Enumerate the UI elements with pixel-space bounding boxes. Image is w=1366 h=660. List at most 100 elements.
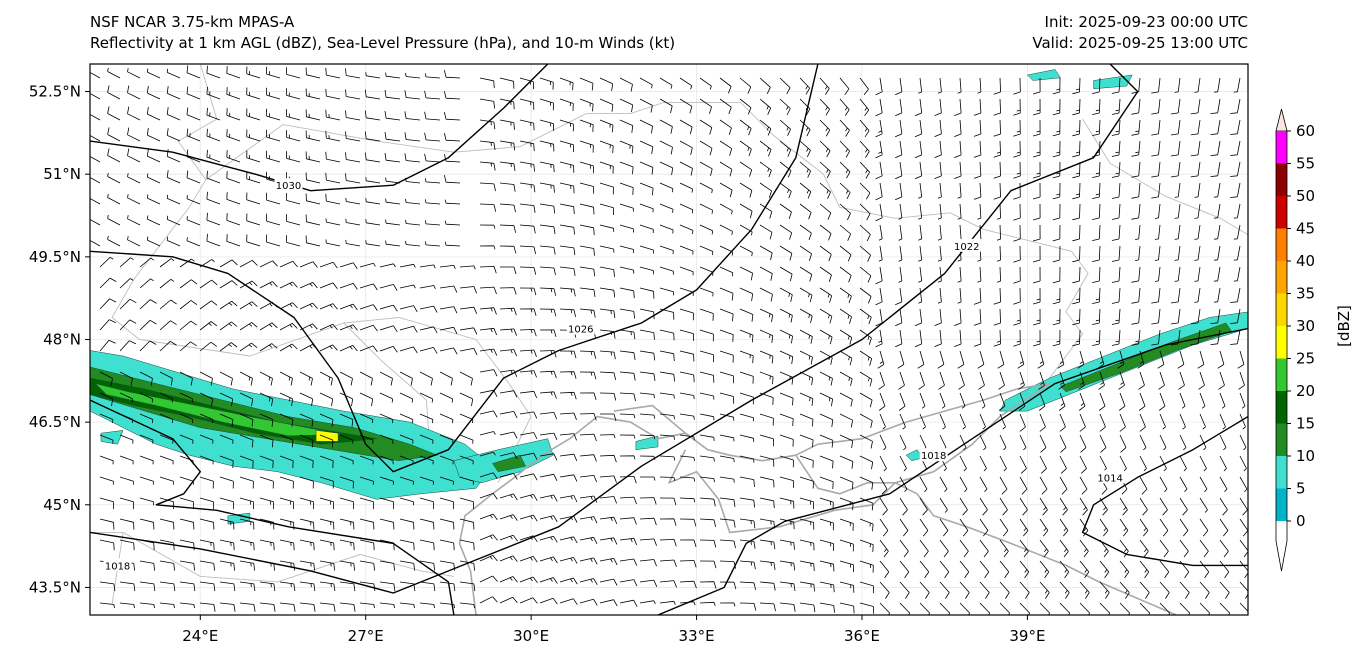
wind-barb [619,287,635,299]
wind-barb [957,182,962,199]
wind-barb [799,245,812,261]
wind-barb [679,287,694,296]
wind-barb [639,579,658,587]
wind-barb [639,245,654,254]
wind-barb [679,539,697,548]
wind-barb [319,282,338,289]
wind-barb [206,191,221,205]
wind-barb [206,86,221,100]
wind-barb [1039,434,1047,453]
wind-barb [579,161,594,174]
wind-barb [679,392,695,400]
wind-barb [859,140,870,158]
wind-barb [819,371,833,386]
wind-barb [659,518,677,526]
wind-barb [499,307,517,316]
wind-barb [419,326,438,334]
reflectivity-cell [100,430,124,445]
wind-barb [839,287,852,304]
wind-barb [459,306,478,315]
colorbar-tick-label: 35 [1296,285,1315,303]
wind-barb [459,518,475,530]
wind-barb [379,371,393,386]
wind-barb [639,538,657,546]
wind-barb [1131,182,1141,199]
wind-barb [799,161,812,178]
wind-barb [90,239,101,247]
model-title: NSF NCAR 3.75-km MPAS-A [90,13,295,31]
wind-barb [319,581,336,592]
wind-barb [479,555,498,562]
wind-barb [479,140,496,150]
wind-barb [919,497,928,516]
wind-barb [918,203,923,220]
wind-barb [659,455,676,461]
wind-barb [539,77,554,90]
wind-barb [799,140,811,158]
wind-barb [266,66,281,79]
wind-barb [1032,266,1041,284]
wind-barb [739,203,753,219]
wind-barb [186,195,201,205]
isobar-label: 1018 [105,561,130,572]
wind-barb [305,109,321,121]
wind-barb [325,130,341,142]
wind-barb [219,434,234,444]
wind-barb [1072,245,1081,263]
wind-barb [459,560,475,571]
wind-barb [1159,497,1168,516]
wind-barb [954,140,962,158]
wind-barb [719,287,734,301]
wind-barb [579,287,596,297]
wind-barb [1239,518,1248,537]
wind-barb [739,77,752,94]
wind-barb [199,341,218,352]
wind-barb [166,68,181,79]
wind-barb [639,224,654,234]
wind-barb [719,602,736,607]
wind-barb [999,581,1010,599]
wind-barb [325,239,341,247]
wind-barb [1072,77,1081,95]
lat-tick-label: 46.5°N [29,413,81,431]
wind-barb [146,194,161,205]
wind-barb [1092,287,1101,304]
wind-barb [459,497,474,510]
wind-barb [246,129,261,142]
wind-barb [1059,455,1067,474]
wind-barb [1218,371,1225,390]
wind-barb [119,434,134,444]
wind-barb [419,347,438,354]
wind-barb [419,497,434,510]
wind-barb [779,434,794,447]
colorbar-tick-label: 45 [1296,220,1315,238]
wind-barb [444,154,461,163]
wind-barb [859,308,872,325]
wind-barb [719,77,732,94]
wind-barb [90,197,101,205]
wind-barb [1190,329,1201,346]
wind-barb [1059,497,1068,516]
wind-barb [679,580,697,589]
isobar-label: 1014 [1097,473,1122,484]
wind-barb [199,581,216,592]
wind-barb [957,77,962,94]
wind-barb [1197,350,1205,369]
wind-barb [365,240,381,247]
wind-barb [127,173,141,184]
country-border [139,317,532,484]
wind-barb [559,77,574,91]
wind-barb [405,198,421,205]
wind-barb [659,266,674,275]
wind-barb [459,327,478,335]
wind-barb [166,128,181,142]
wind-barb [90,134,101,142]
wind-barb [898,245,903,262]
wind-barb [600,413,617,422]
wind-barb [979,392,986,409]
wind-barb [379,497,394,510]
wind-barb [993,161,1001,179]
wind-barb [1210,119,1221,135]
wind-barb [619,119,634,133]
wind-barb [1199,413,1206,430]
